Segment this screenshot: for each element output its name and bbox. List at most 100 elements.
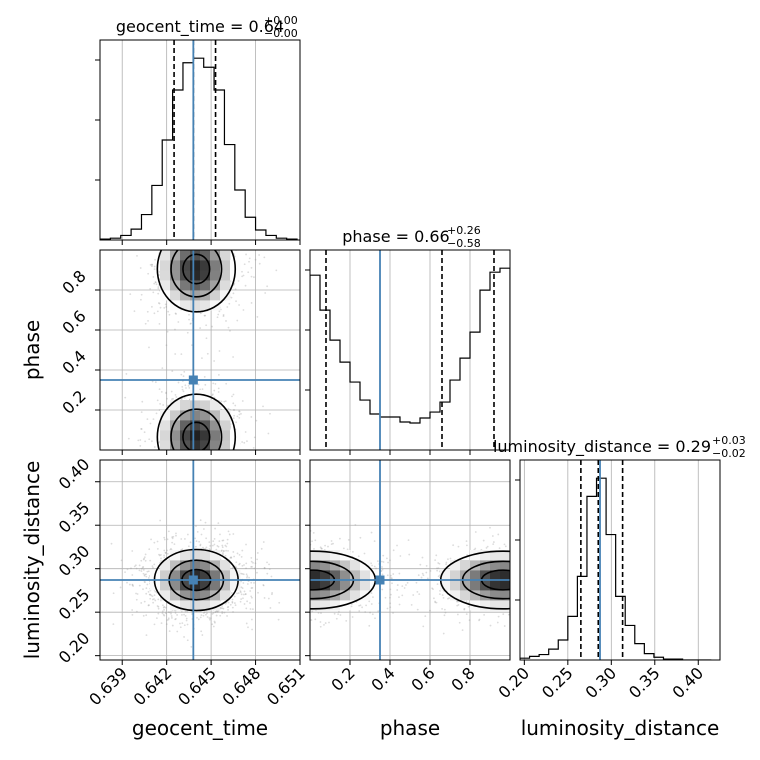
sample-point <box>542 582 544 584</box>
density-cell <box>190 290 201 301</box>
sample-point <box>182 463 184 465</box>
sample-point <box>536 558 538 560</box>
sample-point <box>398 572 401 575</box>
sample-point <box>261 575 263 577</box>
sample-point <box>227 530 230 533</box>
sample-point <box>515 559 517 561</box>
density-cell <box>180 560 191 571</box>
density-cell <box>160 430 171 441</box>
sample-point <box>264 606 266 608</box>
sample-point <box>218 310 221 313</box>
sample-point <box>531 599 533 601</box>
sample-point <box>201 357 203 359</box>
sample-point <box>273 564 275 566</box>
sample-point <box>277 561 279 563</box>
sample-point <box>503 625 506 627</box>
density-cell <box>210 400 221 411</box>
density-cell <box>180 420 191 431</box>
sample-point <box>180 610 183 613</box>
sample-point <box>136 593 139 595</box>
sample-point <box>183 452 185 454</box>
title-phase-upper: +0.26 <box>447 224 481 237</box>
density-cell <box>330 550 341 561</box>
sample-point <box>263 567 266 570</box>
sample-point <box>241 549 244 552</box>
sample-point <box>426 577 429 580</box>
sample-point <box>199 453 201 455</box>
sample-point <box>144 559 147 562</box>
sample-point <box>234 288 237 291</box>
sample-point <box>510 571 512 573</box>
sample-point <box>568 588 570 590</box>
sample-point <box>128 467 130 469</box>
sample-point <box>514 588 516 590</box>
sample-point <box>191 453 193 455</box>
sample-point <box>515 549 517 551</box>
sample-point <box>302 570 304 572</box>
density-cell <box>320 590 331 601</box>
sample-point <box>306 588 308 590</box>
sample-point <box>301 578 303 580</box>
sample-point <box>204 547 207 550</box>
sample-point <box>180 398 183 401</box>
sample-point <box>243 564 245 566</box>
sample-point <box>548 589 550 591</box>
sample-point <box>365 604 368 607</box>
sample-point <box>174 618 177 621</box>
density-cell <box>200 280 211 291</box>
sample-point <box>195 241 197 243</box>
sample-point <box>199 467 201 469</box>
sample-point <box>185 619 188 622</box>
sample-point <box>359 536 362 539</box>
sample-point <box>185 617 188 620</box>
sample-point <box>380 570 383 572</box>
sample-point <box>242 240 244 242</box>
sample-point <box>179 466 181 468</box>
sample-point <box>285 586 287 588</box>
sample-point <box>251 564 253 566</box>
sample-point <box>135 610 138 613</box>
density-cell <box>220 290 231 301</box>
sample-point <box>613 625 615 627</box>
sample-point <box>176 492 178 494</box>
sample-point <box>512 586 514 588</box>
sample-point <box>201 489 203 491</box>
sample-point <box>513 539 515 541</box>
sample-point <box>526 585 528 587</box>
sample-point <box>401 585 404 588</box>
density-cell <box>480 590 491 601</box>
sample-point <box>226 306 229 308</box>
sample-point <box>533 604 535 606</box>
sample-point <box>207 455 209 457</box>
sample-point <box>171 370 174 373</box>
sample-point <box>205 613 207 616</box>
sample-point <box>307 585 309 587</box>
sample-point <box>545 596 547 598</box>
sample-point <box>553 549 555 551</box>
sample-point <box>445 561 448 564</box>
sample-point <box>514 585 516 587</box>
sample-point <box>530 589 532 591</box>
density-cell <box>350 570 361 581</box>
sample-point <box>144 440 147 443</box>
sample-point <box>205 457 207 459</box>
density-cell <box>490 550 501 561</box>
sample-point <box>189 236 191 238</box>
sample-point <box>173 543 176 546</box>
sample-point <box>222 552 224 554</box>
sample-point <box>180 373 183 376</box>
sample-point <box>154 281 157 283</box>
sample-point <box>142 572 145 575</box>
sample-point <box>218 232 220 234</box>
sample-point <box>271 593 273 596</box>
sample-point <box>391 582 393 585</box>
sample-point <box>204 383 207 386</box>
sample-point <box>232 292 235 295</box>
sample-point <box>432 588 434 591</box>
sample-point <box>159 402 162 405</box>
sample-point <box>511 575 513 577</box>
sample-point <box>200 630 203 633</box>
sample-point <box>245 607 248 610</box>
sample-point <box>178 227 180 229</box>
sample-point <box>169 461 171 463</box>
